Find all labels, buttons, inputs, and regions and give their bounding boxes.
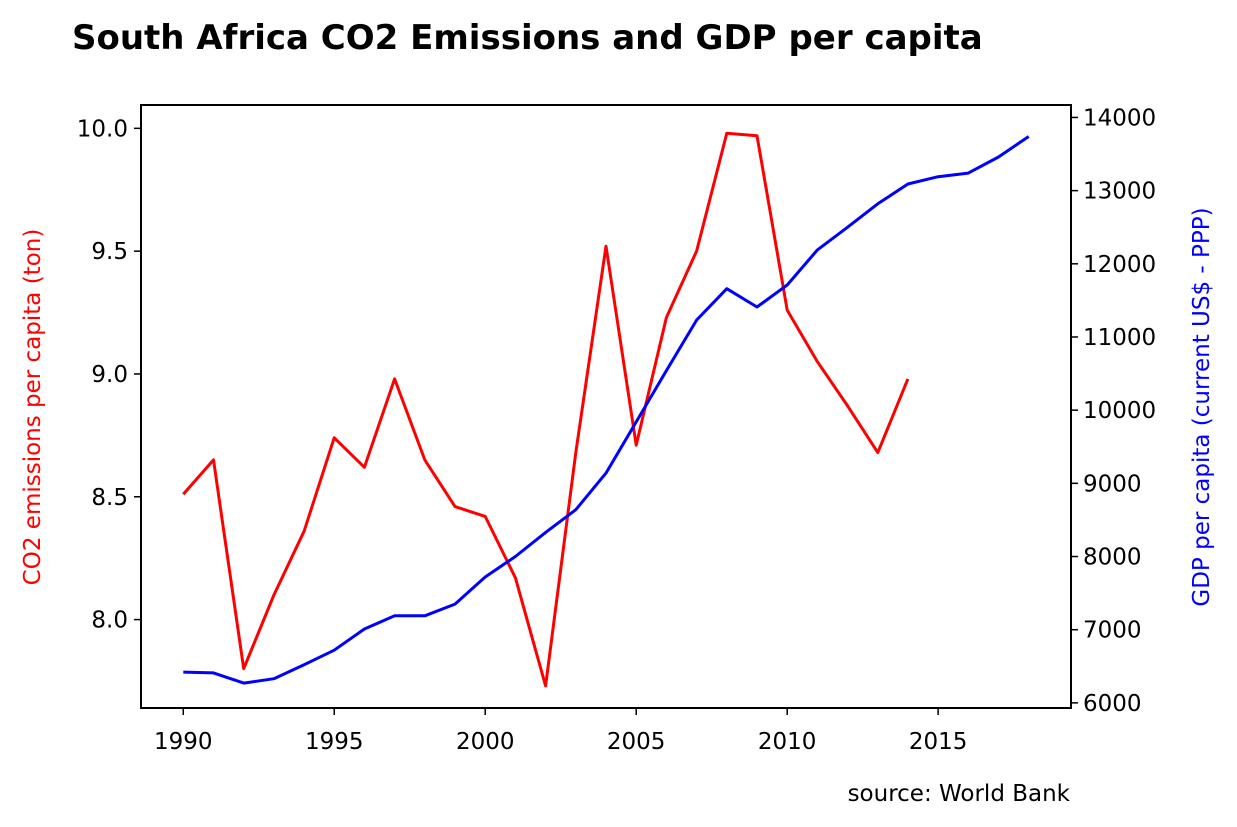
x-tick-label: 2010 — [758, 729, 817, 755]
left-tick-label: 9.5 — [91, 239, 128, 265]
x-tick-label: 2000 — [456, 729, 515, 755]
left-tick-label: 8.0 — [91, 608, 128, 634]
x-tick-label: 1995 — [305, 729, 364, 755]
x-tick-label: 2015 — [909, 729, 968, 755]
source-note: source: World Bank — [848, 781, 1071, 807]
left-axis-ticks: 8.0 8.5 9.0 9.5 10.0 — [77, 116, 141, 634]
right-axis-label: GDP per capita (current US$ - PPP) — [1189, 207, 1215, 606]
right-axis-ticks: 6000 7000 8000 9000 10000 11000 12000 13000 1400… — [1071, 105, 1156, 717]
right-tick-label: 11000 — [1083, 325, 1156, 351]
left-tick-label: 8.5 — [91, 485, 128, 511]
right-tick-label: 13000 — [1083, 179, 1156, 205]
left-tick-label: 10.0 — [77, 116, 128, 142]
right-tick-label: 12000 — [1083, 252, 1156, 278]
gdp-series-line — [183, 135, 1030, 685]
left-tick-label: 9.0 — [91, 362, 128, 388]
series-layer — [182, 131, 1030, 688]
x-tick-label: 1990 — [154, 729, 213, 755]
right-tick-label: 9000 — [1083, 471, 1142, 497]
right-tick-label: 10000 — [1083, 398, 1156, 424]
left-axis-label: CO2 emissions per capita (ton) — [20, 229, 46, 586]
x-tick-label: 2005 — [607, 729, 666, 755]
right-tick-label: 6000 — [1083, 691, 1142, 717]
chart-title: South Africa CO2 Emissions and GDP per c… — [72, 18, 983, 58]
right-tick-label: 14000 — [1083, 105, 1156, 131]
x-axis-ticks: 1990 1995 2000 2005 2010 2015 — [154, 708, 967, 755]
plot-frame — [140, 104, 1072, 709]
co2-series-line — [182, 131, 910, 688]
right-tick-label: 8000 — [1083, 545, 1142, 571]
right-tick-label: 7000 — [1083, 618, 1142, 644]
